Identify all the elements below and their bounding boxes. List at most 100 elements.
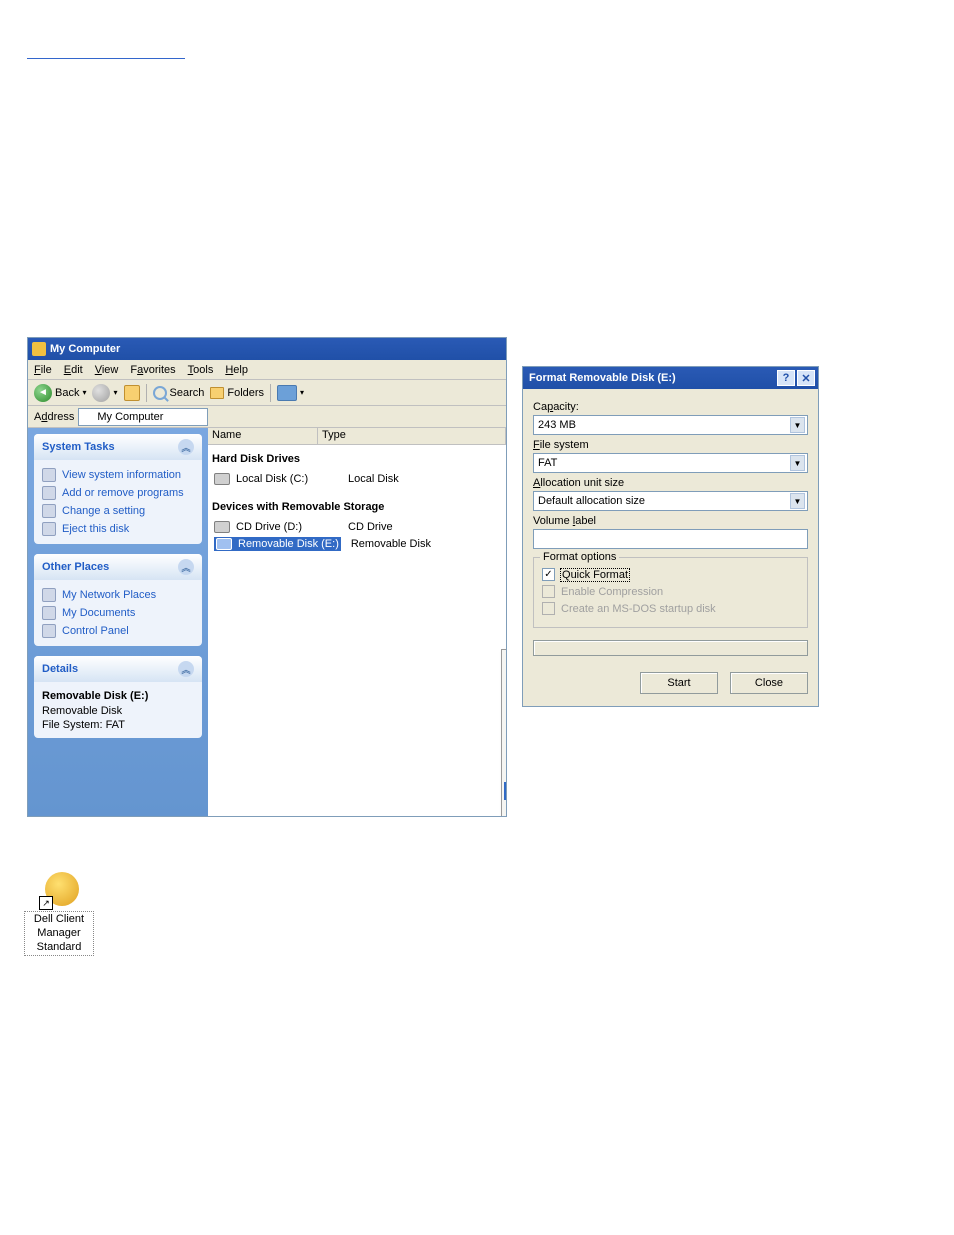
shortcut-icon: ↗ <box>39 872 79 910</box>
desktop-shortcut[interactable]: ↗ Dell Client Manager Standard <box>25 872 93 955</box>
drive-row-removable-e[interactable]: Removable Disk (E:) Removable Disk <box>210 535 504 553</box>
enable-compression-label: Enable Compression <box>561 586 663 598</box>
details-panel: Details ︽ Removable Disk (E:) Removable … <box>34 656 202 738</box>
details-line: Removable Disk <box>42 704 194 718</box>
addremove-icon <box>42 486 56 500</box>
menu-item-search[interactable]: Search... <box>504 688 506 706</box>
dropdown-arrow-icon: ▼ <box>790 417 805 433</box>
sidebar-item[interactable]: My Network Places <box>42 586 194 604</box>
back-button[interactable]: ◄Back▾ <box>34 384 86 402</box>
menu-file[interactable]: File <box>34 364 52 376</box>
search-button[interactable]: Search <box>153 386 205 400</box>
format-options-group: Format options ✓ Quick Format Enable Com… <box>533 557 808 628</box>
menu-item-open[interactable]: Open <box>504 652 506 670</box>
address-value: My Computer <box>97 411 163 423</box>
separator <box>270 384 271 402</box>
dropdown-arrow-icon: ▼ <box>790 455 805 471</box>
window-title: My Computer <box>50 343 120 355</box>
other-places-panel: Other Places ︽ My Network Places My Docu… <box>34 554 202 646</box>
collapse-icon: ︽ <box>178 559 194 575</box>
quick-format-checkbox[interactable]: ✓ <box>542 568 555 581</box>
capacity-dropdown[interactable]: 243 MB ▼ <box>533 415 808 435</box>
toolbar: ◄Back▾ ▾ Search Folders ▾ <box>28 380 506 406</box>
allocation-label: Allocation unit size <box>533 477 808 489</box>
eject-icon <box>42 522 56 536</box>
address-label: Address <box>34 411 74 423</box>
disk-icon <box>214 473 230 485</box>
menu-item-autoplay[interactable]: AutoPlay <box>504 706 506 724</box>
dialog-title: Format Removable Disk (E:) <box>529 372 676 384</box>
panel-header[interactable]: System Tasks ︽ <box>34 434 202 460</box>
format-options-legend: Format options <box>540 551 619 563</box>
cd-icon <box>214 521 230 533</box>
sidebar-item[interactable]: Control Panel <box>42 622 194 640</box>
controlpanel-icon <box>42 624 56 638</box>
menu-edit[interactable]: Edit <box>64 364 83 376</box>
filesystem-label: File system <box>533 439 808 451</box>
progress-bar <box>533 640 808 656</box>
removable-disk-icon <box>216 538 232 550</box>
context-menu: Open Explore Search... AutoPlay Sharing … <box>501 649 506 816</box>
addressbar: Address My Computer <box>28 406 506 428</box>
menubar: File Edit View Favorites Tools Help <box>28 360 506 380</box>
my-computer-window: My Computer File Edit View Favorites Too… <box>27 337 507 817</box>
menu-tools[interactable]: Tools <box>188 364 214 376</box>
column-name[interactable]: Name <box>208 428 318 444</box>
address-field[interactable]: My Computer <box>78 408 208 426</box>
window-titlebar: My Computer <box>28 338 506 360</box>
column-type[interactable]: Type <box>318 428 506 444</box>
msdos-startup-checkbox <box>542 602 555 615</box>
drive-row-local-c[interactable]: Local Disk (C:) Local Disk <box>210 471 504 487</box>
my-computer-icon <box>32 342 46 356</box>
collapse-icon: ︽ <box>178 439 194 455</box>
details-line: File System: FAT <box>42 718 194 732</box>
drive-row-cd-d[interactable]: CD Drive (D:) CD Drive <box>210 519 504 535</box>
menu-favorites[interactable]: Favorites <box>130 364 175 376</box>
close-button[interactable]: ✕ <box>797 370 815 386</box>
format-dialog: Format Removable Disk (E:) ? ✕ Capacity:… <box>522 366 819 707</box>
sidebar-item[interactable]: My Documents <box>42 604 194 622</box>
menu-view[interactable]: View <box>95 364 119 376</box>
system-tasks-panel: System Tasks ︽ View system information A… <box>34 434 202 544</box>
group-header-removable: Devices with Removable Storage <box>210 497 504 519</box>
sidebar-item[interactable]: Change a setting <box>42 502 194 520</box>
my-computer-icon <box>82 411 94 423</box>
help-button[interactable]: ? <box>777 370 795 386</box>
info-icon <box>42 468 56 482</box>
sidebar-item[interactable]: Add or remove programs <box>42 484 194 502</box>
forward-button[interactable]: ▾ <box>92 384 117 402</box>
enable-compression-checkbox <box>542 585 555 598</box>
close-button[interactable]: Close <box>730 672 808 694</box>
menu-item-open-pmd[interactable]: Open as Portable Media Device... <box>504 747 506 777</box>
folders-button[interactable]: Folders <box>210 387 264 399</box>
menu-item-eject[interactable]: Eject <box>504 800 506 816</box>
dropdown-arrow-icon: ▼ <box>790 493 805 509</box>
volume-label-input[interactable] <box>533 529 808 549</box>
shortcut-label: Dell Client Manager Standard <box>25 912 93 955</box>
msdos-startup-label: Create an MS-DOS startup disk <box>561 603 716 615</box>
sidebar-item[interactable]: View system information <box>42 466 194 484</box>
up-button[interactable] <box>124 385 140 401</box>
menu-item-explore[interactable]: Explore <box>504 670 506 688</box>
views-button[interactable]: ▾ <box>277 385 304 401</box>
menu-help[interactable]: Help <box>225 364 248 376</box>
filesystem-dropdown[interactable]: FAT ▼ <box>533 453 808 473</box>
collapse-icon: ︽ <box>178 661 194 677</box>
settings-icon <box>42 504 56 518</box>
start-button[interactable]: Start <box>640 672 718 694</box>
dialog-titlebar: Format Removable Disk (E:) ? ✕ <box>523 367 818 389</box>
top-underline <box>27 58 185 59</box>
allocation-dropdown[interactable]: Default allocation size ▼ <box>533 491 808 511</box>
menu-item-sharing[interactable]: Sharing and Security... <box>504 729 506 747</box>
capacity-label: Capacity: <box>533 401 808 413</box>
panel-header[interactable]: Details ︽ <box>34 656 202 682</box>
network-icon <box>42 588 56 602</box>
column-headers: Name Type <box>208 428 506 445</box>
panel-header[interactable]: Other Places ︽ <box>34 554 202 580</box>
group-header-hdd: Hard Disk Drives <box>210 449 504 471</box>
sidebar: System Tasks ︽ View system information A… <box>28 428 208 816</box>
sidebar-item[interactable]: Eject this disk <box>42 520 194 538</box>
quick-format-label: Quick Format <box>561 569 629 581</box>
menu-item-format[interactable]: Format... <box>504 782 506 800</box>
content-area: Name Type Hard Disk Drives Local Disk (C… <box>208 428 506 816</box>
